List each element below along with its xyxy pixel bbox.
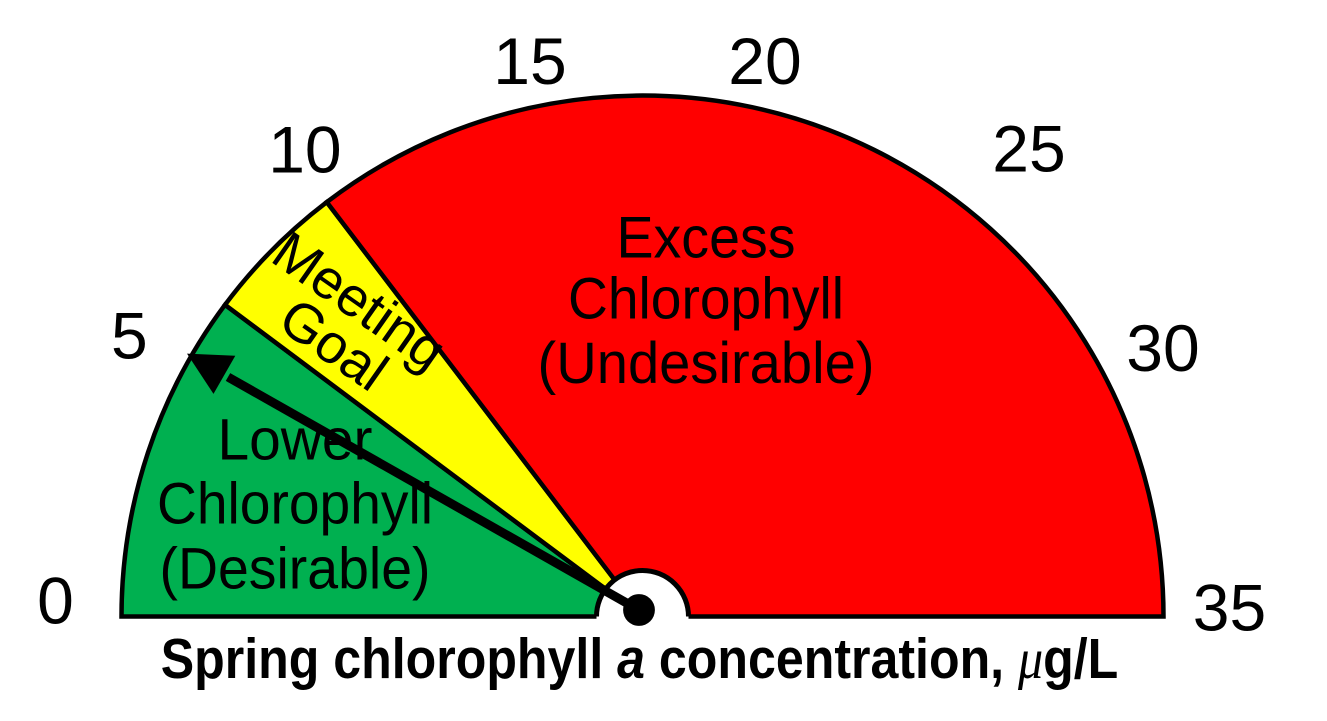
svg-text:15: 15 [493, 24, 566, 98]
svg-text:(Undesirable): (Undesirable) [538, 331, 875, 396]
svg-text:0: 0 [37, 564, 74, 638]
svg-text:Chlorophyll: Chlorophyll [157, 472, 433, 537]
svg-text:35: 35 [1193, 571, 1266, 645]
svg-text:5: 5 [111, 299, 148, 373]
svg-text:30: 30 [1126, 311, 1199, 385]
svg-text:10: 10 [268, 113, 341, 187]
svg-text:Excess: Excess [617, 206, 796, 271]
svg-text:Spring chlorophyll a concentra: Spring chlorophyll a concentration, μg/L [161, 627, 1119, 691]
svg-text:(Desirable): (Desirable) [160, 537, 431, 602]
svg-text:Chlorophyll: Chlorophyll [568, 266, 844, 331]
svg-text:20: 20 [728, 24, 801, 98]
svg-text:25: 25 [992, 112, 1065, 186]
